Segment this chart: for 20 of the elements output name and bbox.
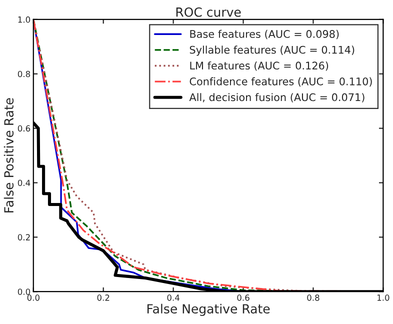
- legend-label: All, decision fusion (AUC = 0.071): [189, 93, 364, 102]
- x-tick-label: 0.4: [167, 294, 180, 301]
- legend-label: Confidence features (AUC = 0.110): [190, 77, 372, 87]
- y-tick-label: 0.6: [18, 125, 30, 132]
- x-tick-label: 0.8: [307, 294, 320, 301]
- y-tick-label: 0.0: [18, 288, 30, 295]
- legend-label: Syllable features (AUC = 0.114): [190, 46, 354, 56]
- y-tick-label: 0.4: [18, 180, 30, 186]
- chart-title: ROC curve: [176, 7, 241, 17]
- x-axis-title: False Negative Rate: [147, 304, 270, 316]
- y-tick-label: 1.0: [18, 16, 30, 23]
- x-tick-label: 0.2: [97, 294, 110, 301]
- x-tick-label: 0.0: [27, 294, 40, 301]
- legend-label: LM features (AUC = 0.126): [190, 61, 328, 71]
- legend-label: Base features (AUC = 0.098): [190, 30, 339, 40]
- y-tick-label: 0.8: [18, 70, 30, 78]
- y-axis-title: False Positive Rate: [4, 98, 14, 212]
- x-tick-label: 1.0: [377, 294, 390, 301]
- y-tick-label: 0.2: [18, 234, 30, 240]
- x-tick-label: 0.6: [237, 294, 250, 301]
